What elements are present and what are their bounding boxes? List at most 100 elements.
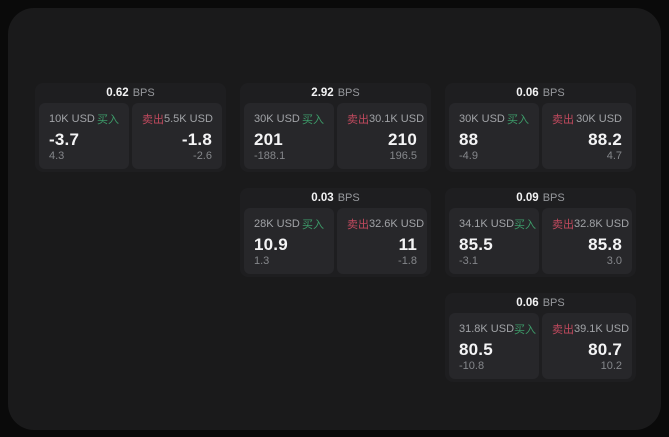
quote-card: 0.06 BPS 30K USD 买入 88 -4.9 卖出 30K USD 8… <box>445 83 636 172</box>
card-header: 0.03 BPS <box>240 188 431 208</box>
buy-notional: 34.1K USD <box>459 218 515 230</box>
quote-card: 0.03 BPS 28K USD 买入 10.9 1.3 卖出 32.6K US… <box>240 188 431 277</box>
bps-unit-label: BPS <box>132 87 155 99</box>
buy-delta: -4.9 <box>459 150 478 162</box>
sell-side-label: 卖出 <box>347 114 369 126</box>
sell-pane[interactable]: 卖出 30K USD 88.2 4.7 <box>542 103 632 169</box>
buy-delta: 4.3 <box>49 150 65 162</box>
sell-top-row: 卖出 32.6K USD <box>347 216 424 232</box>
sell-pane[interactable]: 卖出 30.1K USD 210 196.5 <box>337 103 427 169</box>
buy-top-row: 10K USD 买入 <box>49 111 119 127</box>
sell-price: 88.2 <box>588 130 622 149</box>
sell-side-label: 卖出 <box>552 219 574 231</box>
card-header: 0.09 BPS <box>445 188 636 208</box>
buy-side-label: 买入 <box>97 114 119 126</box>
sell-price: 210 <box>388 130 417 149</box>
buy-notional: 30K USD <box>459 113 505 125</box>
sell-delta: -2.6 <box>193 150 212 162</box>
buy-delta: -10.8 <box>459 360 485 372</box>
buy-top-row: 34.1K USD 买入 <box>459 216 536 232</box>
buy-pane[interactable]: 10K USD 买入 -3.7 4.3 <box>39 103 129 169</box>
buy-notional: 30K USD <box>254 113 300 125</box>
sell-price: -1.8 <box>181 130 212 149</box>
card-header: 0.06 BPS <box>445 293 636 313</box>
sell-delta: -1.8 <box>398 255 417 267</box>
card-body: 34.1K USD 买入 85.5 -3.1 卖出 32.8K USD 85.8… <box>445 208 636 277</box>
buy-side-label: 买入 <box>514 324 537 336</box>
buy-price: 88 <box>459 130 479 149</box>
bps-unit-label: BPS <box>542 297 565 309</box>
buy-side-label: 买入 <box>507 114 529 126</box>
buy-pane[interactable]: 30K USD 买入 88 -4.9 <box>449 103 539 169</box>
buy-notional: 10K USD <box>49 113 95 125</box>
bps-value: 0.03 <box>311 192 334 204</box>
buy-price: 85.5 <box>459 235 493 254</box>
sell-pane[interactable]: 卖出 39.1K USD 80.7 10.2 <box>542 313 632 379</box>
buy-delta: -188.1 <box>254 150 286 162</box>
cards-grid: 0.62 BPS 10K USD 买入 -3.7 4.3 卖出 5.5K USD… <box>35 83 636 382</box>
buy-pane[interactable]: 31.8K USD 买入 80.5 -10.8 <box>449 313 539 379</box>
sell-pane[interactable]: 卖出 32.8K USD 85.8 3.0 <box>542 208 632 274</box>
sell-delta: 4.7 <box>606 150 622 162</box>
sell-top-row: 卖出 32.8K USD <box>552 216 629 232</box>
sell-side-label: 卖出 <box>142 114 164 126</box>
buy-price: 201 <box>254 130 283 149</box>
buy-top-row: 30K USD 买入 <box>254 111 324 127</box>
bps-value: 2.92 <box>311 87 334 99</box>
card-body: 30K USD 买入 201 -188.1 卖出 30.1K USD 210 1… <box>240 103 431 172</box>
sell-notional: 30.1K USD <box>369 113 425 125</box>
card-header: 0.06 BPS <box>445 83 636 103</box>
card-body: 30K USD 买入 88 -4.9 卖出 30K USD 88.2 4.7 <box>445 103 636 172</box>
sell-side-label: 卖出 <box>347 219 369 231</box>
sell-pane[interactable]: 卖出 5.5K USD -1.8 -2.6 <box>132 103 222 169</box>
sell-top-row: 卖出 30.1K USD <box>347 111 424 127</box>
sell-price: 80.7 <box>588 340 622 359</box>
bps-unit-label: BPS <box>542 192 565 204</box>
sell-notional: 5.5K USD <box>164 113 213 125</box>
quote-card: 2.92 BPS 30K USD 买入 201 -188.1 卖出 30.1K … <box>240 83 431 172</box>
sell-delta: 10.2 <box>600 360 622 372</box>
card-body: 31.8K USD 买入 80.5 -10.8 卖出 39.1K USD 80.… <box>445 313 636 382</box>
bps-value: 0.62 <box>106 87 129 99</box>
buy-notional: 31.8K USD <box>459 323 515 335</box>
buy-side-label: 买入 <box>302 219 324 231</box>
quote-card: 0.62 BPS 10K USD 买入 -3.7 4.3 卖出 5.5K USD… <box>35 83 226 172</box>
card-body: 10K USD 买入 -3.7 4.3 卖出 5.5K USD -1.8 -2.… <box>35 103 226 172</box>
bps-value: 0.09 <box>516 192 539 204</box>
sell-pane[interactable]: 卖出 32.6K USD 11 -1.8 <box>337 208 427 274</box>
buy-pane[interactable]: 28K USD 买入 10.9 1.3 <box>244 208 334 274</box>
buy-top-row: 28K USD 买入 <box>254 216 324 232</box>
sell-side-label: 卖出 <box>552 324 574 336</box>
quote-card: 0.09 BPS 34.1K USD 买入 85.5 -3.1 卖出 32.8K… <box>445 188 636 277</box>
buy-side-label: 买入 <box>302 114 324 126</box>
sell-top-row: 卖出 5.5K USD <box>142 111 213 127</box>
card-header: 0.62 BPS <box>35 83 226 103</box>
buy-delta: 1.3 <box>254 255 270 267</box>
bps-unit-label: BPS <box>337 87 360 99</box>
sell-notional: 32.6K USD <box>369 218 425 230</box>
sell-top-row: 卖出 30K USD <box>552 111 622 127</box>
bps-value: 0.06 <box>516 297 539 309</box>
buy-side-label: 买入 <box>514 219 537 231</box>
card-body: 28K USD 买入 10.9 1.3 卖出 32.6K USD 11 -1.8 <box>240 208 431 277</box>
buy-notional: 28K USD <box>254 218 300 230</box>
buy-delta: -3.1 <box>459 255 478 267</box>
buy-top-row: 31.8K USD 买入 <box>459 321 536 337</box>
bps-unit-label: BPS <box>337 192 360 204</box>
sell-notional: 30K USD <box>576 113 622 125</box>
bps-value: 0.06 <box>516 87 539 99</box>
sell-delta: 3.0 <box>606 255 622 267</box>
sell-delta: 196.5 <box>389 150 417 162</box>
buy-price: 10.9 <box>254 235 288 254</box>
sell-notional: 32.8K USD <box>574 218 630 230</box>
buy-pane[interactable]: 30K USD 买入 201 -188.1 <box>244 103 334 169</box>
buy-pane[interactable]: 34.1K USD 买入 85.5 -3.1 <box>449 208 539 274</box>
sell-top-row: 卖出 39.1K USD <box>552 321 629 337</box>
buy-top-row: 30K USD 买入 <box>459 111 529 127</box>
app-panel: 0.62 BPS 10K USD 买入 -3.7 4.3 卖出 5.5K USD… <box>8 8 661 430</box>
bps-unit-label: BPS <box>542 87 565 99</box>
sell-price: 85.8 <box>588 235 622 254</box>
sell-price: 11 <box>398 235 417 254</box>
quote-card: 0.06 BPS 31.8K USD 买入 80.5 -10.8 卖出 39.1… <box>445 293 636 382</box>
buy-price: -3.7 <box>49 130 80 149</box>
